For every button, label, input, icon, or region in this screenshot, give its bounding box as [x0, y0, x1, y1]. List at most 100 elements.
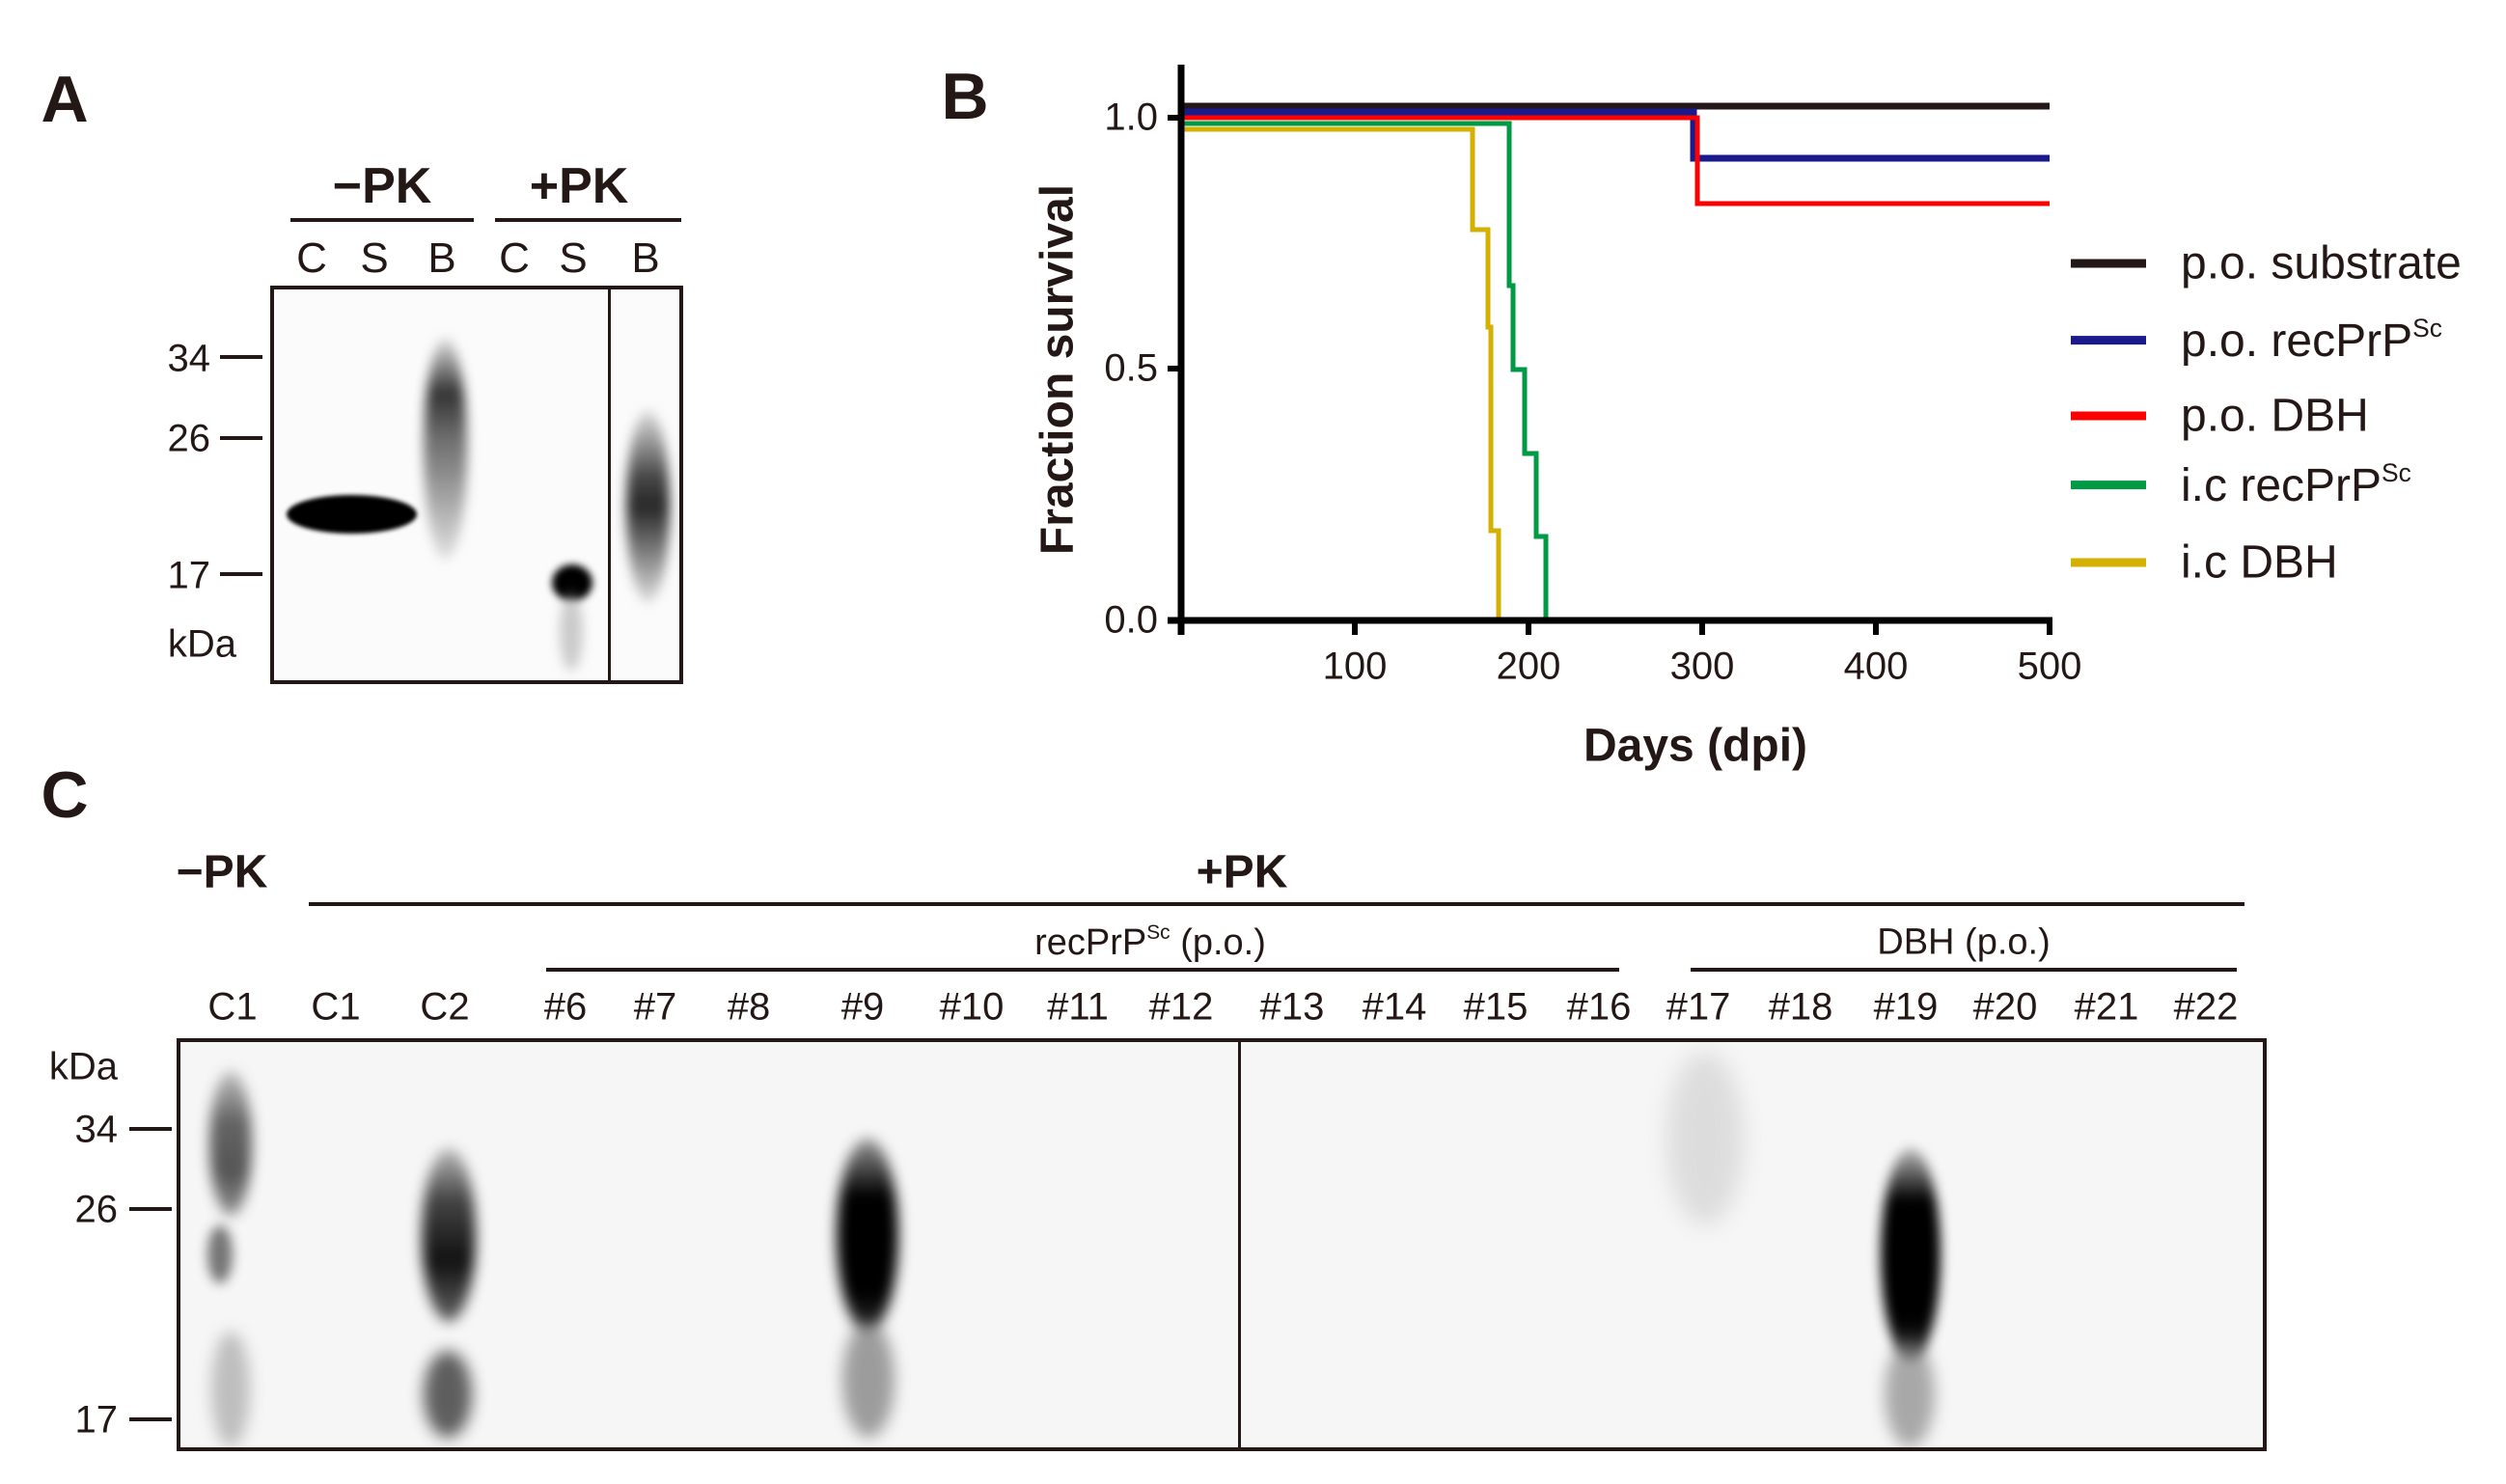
panel-c-lane-label: C2 [420, 985, 470, 1029]
x-tick-label: 300 [1670, 646, 1735, 688]
band-c2 [422, 1148, 476, 1322]
panel-c-lane-label: #14 [1362, 985, 1427, 1029]
panel-c-lane-label: #8 [727, 985, 771, 1029]
panel-a-marker-tick [220, 355, 262, 359]
legend-label: p.o. substrate [2181, 237, 2462, 289]
band-c1-minus-pk-lower [207, 1225, 233, 1283]
panel-c-marker-34: 34 [74, 1108, 119, 1151]
panel-c-lane-label: #20 [1972, 985, 2038, 1029]
panel-c-lane-label: #16 [1566, 985, 1632, 1029]
legend-swatch [2071, 558, 2146, 567]
legend-item-ic-dbh: i.c DBH [2071, 536, 2338, 590]
legend-item-po-recprpsc: p.o. recPrPSc [2071, 314, 2442, 368]
panel-c-dbh-group-label: DBH (p.o.) [1877, 921, 2051, 963]
panel-c-lane-label: #10 [939, 985, 1005, 1029]
panel-c-minus-pk-label: −PK [176, 846, 268, 898]
band-lane-17-faint [1666, 1052, 1744, 1225]
panel-c-lane-label: #22 [2173, 985, 2239, 1029]
legend-label: i.c recPrP [2181, 459, 2382, 511]
x-tick-label: 400 [1844, 646, 1909, 688]
panel-c-marker-26: 26 [74, 1188, 119, 1231]
legend-superscript: Sc [2382, 458, 2411, 488]
legend-swatch [2071, 259, 2146, 268]
panel-c-plus-pk-bracket [309, 902, 2244, 906]
panel-c-lane-label: #21 [2074, 985, 2139, 1029]
series-ic-dbh [1181, 126, 1501, 620]
panel-a-lane-divider [608, 286, 611, 684]
panel-c-lane-label: C1 [207, 985, 258, 1029]
panel-a-plus-pk-label: +PK [529, 158, 629, 214]
panel-c-lane-label: #19 [1873, 985, 1939, 1029]
y-tick-label: 0.0 [1104, 599, 1158, 642]
panel-a-marker-tick [220, 572, 262, 576]
band-lane-19 [1881, 1148, 1941, 1360]
panel-a-lane-label: S [559, 234, 588, 282]
band-minus-pk-b [424, 338, 467, 560]
panel-a-minus-pk-bracket [290, 218, 474, 222]
legend-item-po-substrate: p.o. substrate [2071, 237, 2462, 290]
panel-c-western-blot [177, 1038, 2267, 1451]
panel-c-lane-label: #13 [1259, 985, 1325, 1029]
survival-chart: Fraction survival 0.0 0.5 1.0 100 200 30… [1033, 65, 2082, 772]
panel-c-letter: C [41, 758, 89, 832]
band-c1-minus-pk-bottom [211, 1332, 250, 1447]
panel-c-recprpsc-group-label: recPrPSc (p.o.) [1034, 921, 1266, 964]
band-lane-9 [837, 1139, 898, 1332]
panel-a-minus-pk-label: −PK [332, 158, 432, 214]
y-tick-label: 0.5 [1104, 347, 1158, 390]
panel-c-lane-divider [1238, 1038, 1241, 1451]
panel-c-kda-unit: kDa [48, 1045, 118, 1088]
panel-c-marker-tick [129, 1417, 172, 1421]
panel-b-letter: B [941, 60, 989, 133]
legend-label: p.o. recPrP [2181, 315, 2413, 367]
panel-a-marker-34: 34 [167, 337, 211, 380]
panel-c-lane-label: #18 [1768, 985, 1833, 1029]
band-lane-19-tail [1885, 1341, 1935, 1447]
series-po-recprpsc [1181, 108, 2050, 162]
group-label-suffix: (p.o.) [1170, 921, 1266, 963]
legend-swatch [2071, 481, 2146, 490]
legend-superscript: Sc [2412, 314, 2442, 344]
band-plus-pk-b [626, 410, 670, 603]
panel-c-marker-tick [129, 1127, 172, 1131]
panel-c-lane-label: #9 [840, 985, 885, 1029]
panel-c-plus-pk-label: +PK [1196, 846, 1288, 898]
band-c2-lower [424, 1351, 472, 1438]
panel-a-lane-label: C [499, 234, 530, 282]
group-label-main: recPrP [1034, 921, 1147, 963]
band-plus-pk-s-tail [560, 593, 583, 671]
y-axis-label: Fraction survival [1033, 184, 1084, 555]
x-tick-label: 200 [1497, 646, 1561, 688]
panel-a-marker-tick [220, 436, 262, 440]
panel-c-lane-label: #11 [1047, 985, 1109, 1029]
panel-c-marker-17: 17 [74, 1398, 119, 1442]
panel-a-kda-unit: kDa [167, 622, 236, 666]
panel-c-recprpsc-bracket [546, 968, 1619, 972]
legend-label: i.c DBH [2181, 536, 2338, 589]
band-c1-minus-pk [209, 1071, 252, 1216]
x-tick-label: 500 [2018, 646, 2082, 688]
panel-c-lane-label: C1 [311, 985, 361, 1029]
legend-swatch [2071, 336, 2146, 345]
panel-a-plus-pk-bracket [495, 218, 681, 222]
x-axis-label: Days (dpi) [1583, 721, 1807, 772]
group-label-superscript: Sc [1146, 921, 1170, 945]
panel-c-lane-label: #15 [1463, 985, 1528, 1029]
legend-item-po-dbh: p.o. DBH [2071, 390, 2369, 443]
panel-a-letter: A [41, 63, 89, 136]
legend-item-ic-recprpsc: i.c recPrPSc [2071, 458, 2411, 512]
panel-c-lane-label: #17 [1666, 985, 1731, 1029]
panel-c-lane-label: #12 [1148, 985, 1214, 1029]
series-po-dbh [1181, 115, 2050, 206]
panel-c-lane-label: #7 [633, 985, 677, 1029]
panel-a-lane-label: C [296, 234, 327, 282]
panel-c-lane-label: #6 [543, 985, 588, 1029]
panel-a-marker-26: 26 [167, 417, 211, 460]
panel-c-marker-tick [129, 1207, 172, 1211]
band-minus-pk-c-s [287, 495, 417, 534]
legend-swatch [2071, 411, 2146, 421]
legend-label: p.o. DBH [2181, 390, 2369, 442]
panel-c-dbh-bracket [1691, 968, 2237, 972]
panel-a-lane-label: B [427, 234, 456, 282]
series-ic-recprpsc [1181, 121, 1549, 620]
